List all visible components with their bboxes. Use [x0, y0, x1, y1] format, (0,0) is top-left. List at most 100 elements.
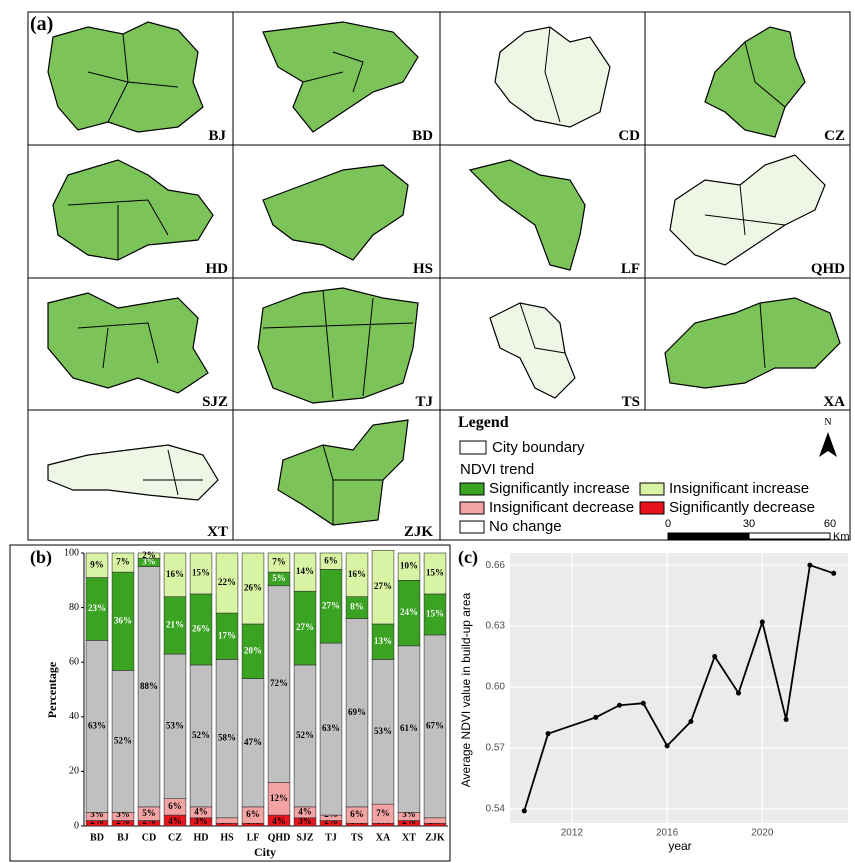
- legend-text: No change: [489, 518, 562, 535]
- y-tick-label: 100: [64, 547, 79, 558]
- value-label: 4%: [168, 816, 182, 826]
- city-map: XA: [664, 297, 845, 410]
- city-label: LF: [621, 261, 640, 277]
- bar-segment: [215, 552, 239, 614]
- city-map: QHD: [669, 154, 845, 277]
- value-label: 15%: [426, 568, 444, 578]
- panel-label: (a): [30, 13, 53, 35]
- value-label: 2%: [90, 816, 104, 826]
- y-tick-label: 0.57: [486, 743, 506, 754]
- panel-label: (b): [30, 547, 52, 568]
- city-map: CZ: [704, 26, 845, 144]
- value-label: 3%: [116, 809, 130, 819]
- x-tick-label: TS: [351, 832, 364, 843]
- value-label: 16%: [166, 569, 184, 579]
- value-label: 7%: [376, 808, 390, 818]
- value-label: 6%: [246, 809, 260, 819]
- scale-unit: Km: [833, 531, 850, 543]
- bar-segment: [293, 552, 317, 592]
- value-label: 47%: [244, 737, 262, 747]
- x-tick-label: XT: [402, 832, 416, 843]
- y-tick-label: 20: [69, 766, 79, 777]
- value-label: 3%: [402, 809, 416, 819]
- value-label: 6%: [168, 801, 182, 811]
- legend-text: Significantly increase: [489, 480, 630, 497]
- bar-segment: [319, 552, 343, 570]
- bar-segment: [189, 552, 213, 595]
- value-label: 24%: [400, 607, 418, 617]
- value-label: 53%: [374, 726, 392, 736]
- value-label: 20%: [244, 645, 262, 655]
- bar-segment: [371, 549, 395, 625]
- city-map: XT: [47, 444, 228, 540]
- legend-text: Significantly decrease: [669, 499, 815, 516]
- x-tick-label: XA: [376, 832, 391, 843]
- value-label: 3%: [142, 557, 156, 567]
- x-tick-label: CZ: [168, 832, 182, 843]
- y-tick-label: 60: [69, 656, 79, 667]
- value-label: 21%: [166, 619, 184, 629]
- legend-swatch: [639, 482, 665, 496]
- value-label: 7%: [272, 557, 286, 567]
- value-label: 72%: [270, 678, 288, 688]
- legend-swatch: [639, 501, 665, 515]
- city-map: TS: [489, 302, 640, 410]
- value-label: 26%: [244, 583, 262, 593]
- city-label: SJZ: [202, 394, 228, 410]
- north-label: N: [824, 417, 831, 428]
- city-map: TJ: [257, 287, 433, 410]
- legend-swatch: [459, 482, 485, 496]
- value-label: 5%: [142, 808, 156, 818]
- value-label: 69%: [348, 707, 366, 717]
- scale-label: 60: [824, 518, 836, 530]
- value-label: 63%: [322, 723, 340, 733]
- bar-segment: [397, 552, 421, 581]
- legend-swatch: [459, 501, 485, 515]
- legend-text: City boundary: [492, 439, 585, 456]
- bar-segment: [163, 552, 187, 597]
- city-label: ZJK: [404, 524, 434, 540]
- x-tick-label: 2020: [751, 828, 774, 839]
- point: [688, 718, 694, 724]
- x-tick-label: ZJK: [425, 832, 445, 843]
- city-label: HD: [206, 261, 229, 277]
- value-label: 63%: [88, 720, 106, 730]
- value-label: 52%: [192, 730, 210, 740]
- bar-segment: [267, 552, 291, 573]
- point: [783, 716, 789, 722]
- value-label: 2%: [142, 816, 156, 826]
- city-map: ZJK: [277, 419, 434, 540]
- x-tick-label: 2012: [561, 828, 584, 839]
- city-map: CD: [494, 26, 640, 144]
- value-label: 2%: [116, 816, 130, 826]
- value-label: 15%: [192, 568, 210, 578]
- city-map: HD: [52, 159, 229, 277]
- bar-segment: [111, 552, 135, 573]
- point: [759, 619, 765, 625]
- legend-text: Insignificant decrease: [489, 499, 634, 516]
- y-axis-title: Percentage: [45, 661, 59, 718]
- city-label: TJ: [415, 394, 433, 410]
- x-tick-label: TJ: [325, 832, 337, 843]
- x-tick-label: QHD: [268, 832, 291, 843]
- value-label: 17%: [218, 630, 236, 640]
- city-label: HS: [413, 261, 433, 277]
- x-axis-title: year: [668, 839, 691, 853]
- panel-grid: [28, 12, 850, 540]
- value-label: 52%: [114, 735, 132, 745]
- scale-segment: [667, 532, 750, 540]
- point: [616, 702, 622, 708]
- value-label: 6%: [324, 555, 338, 565]
- value-label: 26%: [192, 624, 210, 634]
- x-tick-label: HD: [194, 832, 209, 843]
- value-label: 5%: [272, 573, 286, 583]
- city-label: BD: [412, 128, 433, 144]
- y-tick-label: 0.63: [486, 621, 506, 632]
- point: [807, 562, 813, 568]
- point: [640, 700, 646, 706]
- value-label: 3%: [194, 816, 208, 826]
- value-label: 7%: [116, 557, 130, 567]
- value-label: 9%: [90, 559, 104, 569]
- bar-segment: [345, 552, 369, 597]
